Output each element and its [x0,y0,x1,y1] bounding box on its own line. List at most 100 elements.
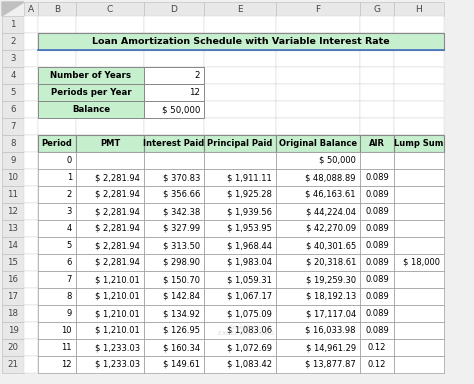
Bar [144,135,204,152]
Bar [38,101,76,118]
Text: $ 1,233.03: $ 1,233.03 [95,360,140,369]
Text: 0.12: 0.12 [368,343,386,352]
Text: 9: 9 [10,156,16,165]
Bar [394,271,444,288]
Bar [2,33,24,50]
Bar [38,203,76,220]
Bar [394,135,444,152]
Bar [76,288,144,305]
Text: $ 18,000: $ 18,000 [403,258,440,267]
Bar [360,169,394,186]
Text: $ 50,000: $ 50,000 [162,105,200,114]
Text: $ 370.83: $ 370.83 [163,173,200,182]
Bar [276,169,360,186]
Text: $ 1,233.03: $ 1,233.03 [95,343,140,352]
Bar [394,203,444,220]
Text: 0.089: 0.089 [365,207,389,216]
Bar [204,220,276,237]
Bar [204,50,276,67]
Bar [38,237,76,254]
Bar [394,152,444,169]
Bar [204,203,276,220]
Bar [38,254,76,271]
Text: 14: 14 [8,241,18,250]
Text: 4: 4 [67,224,72,233]
Bar [38,220,76,237]
Bar [394,50,444,67]
Text: $ 14,961.29: $ 14,961.29 [306,343,356,352]
Text: $ 2,281.94: $ 2,281.94 [95,207,140,216]
Text: 5: 5 [10,88,16,97]
Bar [24,101,38,118]
Bar [276,356,360,373]
Text: $ 298.90: $ 298.90 [163,258,200,267]
Bar [276,322,360,339]
Bar [276,16,360,33]
Bar [144,339,204,356]
Text: $ 356.66: $ 356.66 [163,190,200,199]
Bar [360,237,394,254]
Text: 17: 17 [8,292,18,301]
Text: 0.089: 0.089 [365,173,389,182]
Bar [394,220,444,237]
Bar [144,16,204,33]
Bar [144,84,204,101]
Text: $ 2,281.94: $ 2,281.94 [95,241,140,250]
Bar [276,203,360,220]
Bar [76,322,144,339]
Bar [2,152,24,169]
Bar [76,356,144,373]
Bar [38,84,144,101]
Text: $ 160.34: $ 160.34 [163,343,200,352]
Bar [144,118,204,135]
Bar [2,118,24,135]
Text: $ 48,088.89: $ 48,088.89 [306,173,356,182]
Bar [276,135,360,152]
Bar [204,288,276,305]
Bar [76,152,144,169]
Bar [24,220,38,237]
Bar [204,84,276,101]
Bar [360,152,394,169]
Text: PMT: PMT [100,139,120,148]
Bar [144,135,204,152]
Bar [204,305,276,322]
Bar [38,135,76,152]
Bar [394,135,444,152]
Bar [276,186,360,203]
Bar [204,135,276,152]
Bar [204,101,276,118]
Bar [24,33,38,50]
Bar [38,288,76,305]
Bar [394,2,444,16]
Bar [394,152,444,169]
Bar [24,152,38,169]
Bar [144,339,204,356]
Bar [204,2,276,16]
Bar [144,203,204,220]
Bar [276,101,360,118]
Bar [360,220,394,237]
Bar [394,271,444,288]
Bar [144,33,204,50]
Bar [276,84,360,101]
Text: $ 134.92: $ 134.92 [163,309,200,318]
Bar [38,135,76,152]
Text: 0: 0 [67,156,72,165]
Bar [144,2,204,16]
Text: 12: 12 [189,88,200,97]
Bar [144,254,204,271]
Text: Periods per Year: Periods per Year [51,88,131,97]
Bar [38,271,76,288]
Text: 0.089: 0.089 [365,309,389,318]
Bar [144,220,204,237]
Bar [276,2,360,16]
Bar [76,322,144,339]
Text: 0.089: 0.089 [365,241,389,250]
Bar [76,186,144,203]
Text: AIR: AIR [369,139,385,148]
Bar [204,356,276,373]
Bar [276,237,360,254]
Bar [276,339,360,356]
Text: $ 327.99: $ 327.99 [163,224,200,233]
